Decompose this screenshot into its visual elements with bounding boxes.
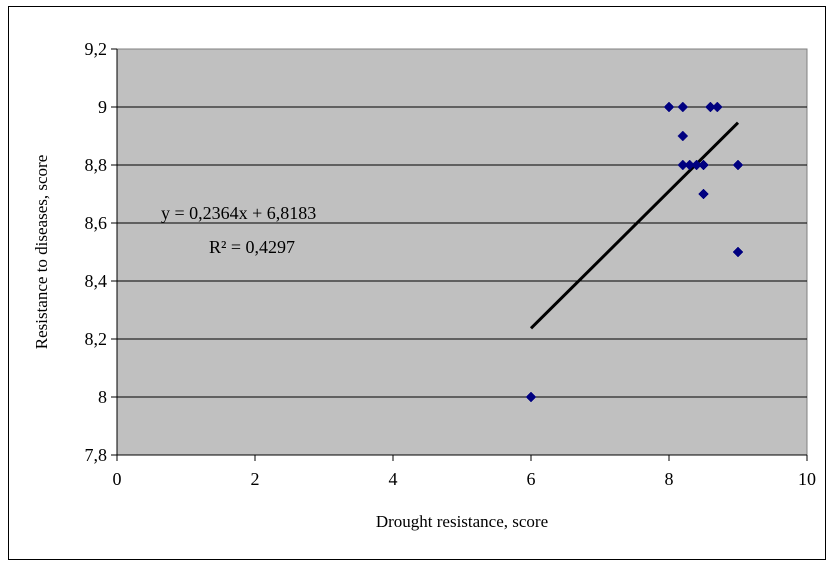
- data-point: [732, 246, 744, 258]
- trendline: [529, 121, 740, 330]
- y-tick-label: 9: [98, 97, 107, 117]
- plot-area: [116, 48, 808, 456]
- data-point: [711, 101, 723, 113]
- axis-labels: 7,8 8 8,2 8,4 8,6 8,8 9 9,2 0 2 4 6 8 10: [85, 39, 817, 489]
- x-tick-label: 6: [527, 469, 536, 489]
- y-tick-label: 8,4: [85, 271, 108, 291]
- trendline-r-squared: R² = 0,4297: [209, 237, 295, 257]
- y-tick-label: 8,2: [85, 329, 108, 349]
- trendline-layer: [529, 121, 740, 330]
- data-point: [677, 101, 689, 113]
- data-point: [663, 101, 675, 113]
- x-tick-label: 2: [251, 469, 260, 489]
- x-tick-label: 8: [665, 469, 674, 489]
- x-tick-label: 4: [389, 469, 398, 489]
- y-tick-label: 8,8: [85, 155, 108, 175]
- data-points: [525, 101, 744, 403]
- gridlines: [117, 106, 807, 398]
- x-tick-label: 10: [798, 469, 816, 489]
- x-tick-label: 0: [113, 469, 122, 489]
- data-point: [698, 188, 709, 200]
- x-axis-title: Drought resistance, score: [376, 512, 548, 531]
- trendline-equation: y = 0,2364x + 6,8183: [161, 203, 316, 223]
- scatter-chart: 7,8 8 8,2 8,4 8,6 8,8 9 9,2 0 2 4 6 8 10 Drought resi…: [32, 39, 817, 531]
- data-point: [698, 159, 709, 171]
- data-point: [732, 159, 744, 171]
- chart-frame: 7,8 8 8,2 8,4 8,6 8,8 9 9,2 0 2 4 6 8 10 Drought resi…: [8, 6, 826, 560]
- data-point: [525, 391, 537, 403]
- axis-ticks: [111, 48, 808, 461]
- y-tick-label: 9,2: [85, 39, 108, 59]
- data-point: [677, 130, 689, 142]
- y-axis-title: Resistance to diseases, score: [32, 155, 51, 350]
- y-tick-label: 8,6: [85, 213, 108, 233]
- y-tick-label: 8: [98, 387, 107, 407]
- y-tick-label: 7,8: [85, 445, 108, 465]
